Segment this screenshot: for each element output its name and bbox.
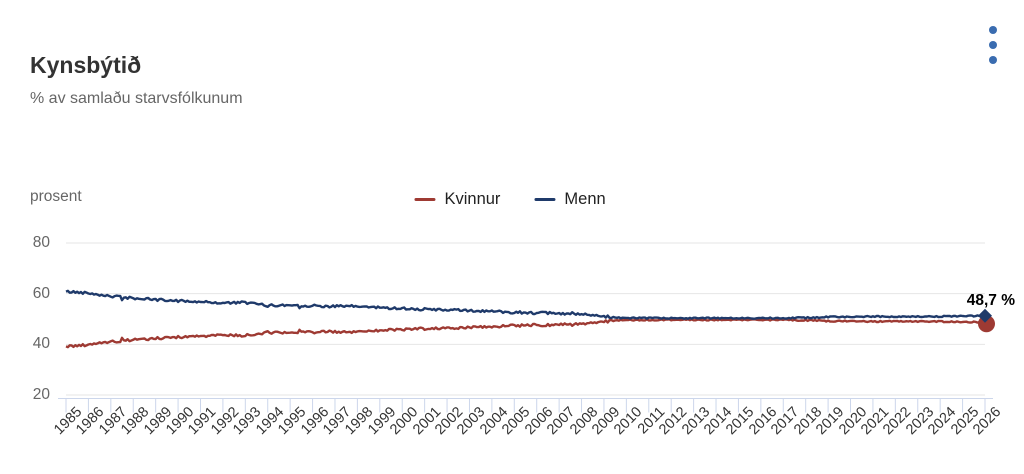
legend-label: Kvinnur	[444, 190, 501, 208]
kvinnur-line-swatch-icon	[414, 198, 436, 201]
kebab-menu-icon	[989, 26, 997, 34]
legend: Kvinnur Menn	[414, 190, 606, 209]
chart-title: Kynsbýtið	[30, 52, 142, 78]
kebab-menu-icon	[989, 41, 997, 49]
y-axis-tick-label: 60	[32, 284, 50, 302]
end-value-annotation: 48,7 %	[966, 291, 1015, 309]
legend-item-menn[interactable]: Menn	[534, 190, 606, 209]
y-axis-title: prosent	[30, 188, 82, 205]
y-axis-tick-label: 40	[32, 335, 50, 353]
chart-subtitle: % av samlaðu starvsfólkunum	[30, 90, 243, 107]
legend-item-kvinnur[interactable]: Kvinnur	[414, 190, 500, 209]
menn-series-line	[65, 289, 986, 320]
kvinnur-series-line	[65, 318, 986, 349]
chart-context-menu-button[interactable]	[982, 20, 1004, 70]
y-axis-tick-label: 80	[32, 234, 50, 251]
menn-end-marker	[978, 308, 992, 323]
y-axis-tick-label: 20	[32, 386, 50, 403]
legend-label: Menn	[564, 190, 606, 208]
kebab-menu-icon	[989, 56, 997, 64]
menn-line-swatch-icon	[534, 198, 556, 201]
